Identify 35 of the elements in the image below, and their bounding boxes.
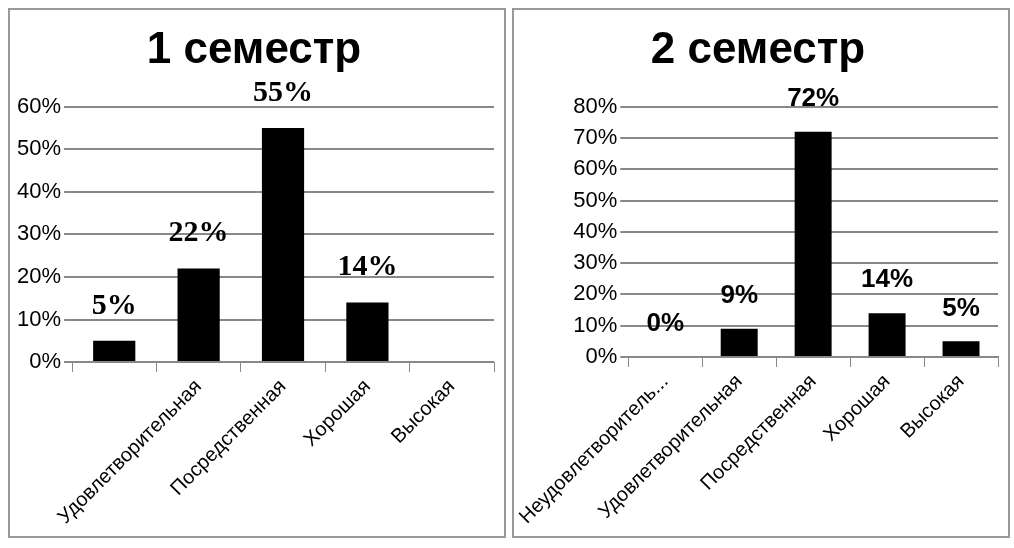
bar — [177, 268, 220, 362]
y-tick-label: 80% — [573, 92, 618, 118]
data-label: 0% — [646, 307, 685, 338]
y-tick-label: 0% — [585, 343, 618, 369]
y-tick-label: 60% — [16, 92, 62, 118]
y-tick-label: 20% — [573, 280, 618, 306]
bar — [868, 313, 906, 356]
y-tick-label: 60% — [573, 155, 618, 181]
bar — [346, 302, 389, 362]
chart-title: 2 семестр — [650, 22, 866, 72]
data-label: 22% — [168, 214, 229, 248]
y-tick-label: 50% — [573, 186, 618, 212]
y-tick-label: 10% — [573, 311, 618, 337]
y-tick-label: 20% — [16, 263, 62, 289]
data-label: 5% — [942, 291, 980, 322]
y-tick-label: 40% — [16, 177, 62, 203]
y-tick-label: 40% — [573, 217, 618, 243]
data-label: 9% — [720, 279, 758, 309]
y-tick-label: 30% — [573, 249, 618, 275]
bar — [93, 340, 136, 362]
data-label: 14% — [861, 263, 914, 294]
data-label: 5% — [91, 286, 137, 320]
y-tick-label: 0% — [29, 348, 62, 374]
data-label: 14% — [337, 248, 398, 282]
data-label: 55% — [253, 73, 314, 107]
y-tick-label: 50% — [16, 135, 62, 161]
bar — [794, 131, 832, 356]
chart-title: 1 семестр — [146, 22, 362, 72]
data-label: 72% — [787, 81, 840, 112]
y-tick-label: 10% — [16, 305, 62, 331]
bar — [942, 341, 980, 356]
bar — [261, 128, 305, 362]
y-tick-label: 70% — [573, 124, 618, 150]
bar — [720, 328, 758, 356]
y-tick-label: 30% — [16, 220, 62, 246]
